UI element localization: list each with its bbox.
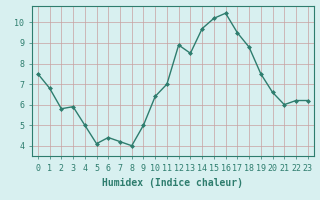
- X-axis label: Humidex (Indice chaleur): Humidex (Indice chaleur): [102, 178, 243, 188]
